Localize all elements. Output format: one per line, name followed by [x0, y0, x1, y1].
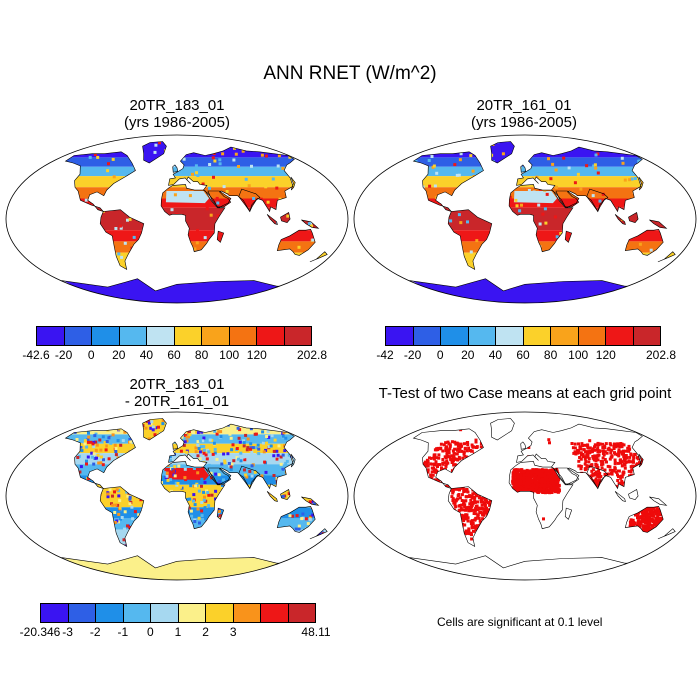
- colorbar-tick-label: 120: [595, 348, 616, 362]
- colorbar-tick-label: 0: [436, 348, 444, 362]
- colorbar-swatch: [68, 604, 96, 622]
- colorbar-tick-label: 120: [246, 348, 267, 362]
- colorbar-tick-label: 0: [147, 625, 154, 639]
- colorbar-tick-label: 0: [87, 348, 95, 362]
- colorbar-tick-label: 40: [488, 348, 503, 362]
- colorbar-tick-label: 48.11: [301, 625, 331, 639]
- colorbar-swatch: [174, 327, 202, 345]
- panel-title-bottom-left-line1: 20TR_183_01: [129, 376, 225, 393]
- colorbar-tick-label: 3: [229, 625, 237, 639]
- colorbar-tick-label: 80: [543, 348, 558, 362]
- colorbar-tick-label: 40: [139, 348, 154, 362]
- colorbar-tick-label: -42.6: [22, 348, 50, 362]
- colorbar-swatch: [41, 604, 69, 622]
- colorbar-tick-label: 60: [167, 348, 181, 362]
- significance-note: Cells are significant at 0.1 level: [437, 615, 603, 629]
- colorbar-tick-label: 20: [112, 348, 126, 362]
- panel-title-top-right: 20TR_161_01 (yrs 1986-2005): [424, 97, 624, 131]
- colorbar-swatch: [386, 327, 414, 345]
- panel-title-top-right-line1: 20TR_161_01: [476, 97, 572, 114]
- panel-title-bottom-left-line2: - 20TR_161_01: [124, 393, 230, 410]
- map-bottom-right: [353, 411, 697, 581]
- colorbar-tick-label: 202.8: [296, 348, 328, 362]
- colorbar-swatch: [119, 327, 147, 345]
- panel-title-bottom-right: T-Test of two Case means at each grid po…: [378, 385, 672, 402]
- colorbar-swatch: [496, 327, 524, 345]
- colorbar-swatch: [229, 327, 257, 345]
- colorbar-swatch: [151, 604, 179, 622]
- colorbar-tick-label: 100: [219, 348, 240, 362]
- colorbar-swatch: [523, 327, 551, 345]
- map-top-left: [5, 134, 349, 304]
- colorbar-swatch: [468, 327, 496, 345]
- colorbar-top-left: [36, 326, 312, 346]
- panel-title-top-left-line2: (yrs 1986-2005): [124, 114, 230, 131]
- colorbar-swatch: [147, 327, 175, 345]
- colorbar-swatch: [202, 327, 230, 345]
- colorbar-tick-label: -20.346: [19, 625, 61, 639]
- colorbar-top-right: [385, 326, 661, 346]
- colorbar-swatch: [233, 604, 261, 622]
- colorbar-tick-label: 20: [461, 348, 475, 362]
- colorbar-bottom-left: [40, 603, 316, 623]
- colorbar-swatch: [261, 604, 289, 622]
- colorbar-swatch: [92, 327, 120, 345]
- panel-title-top-left-line1: 20TR_183_01: [129, 97, 225, 114]
- colorbar-swatch: [206, 604, 234, 622]
- colorbar-swatch: [578, 327, 606, 345]
- panel-title-top-left: 20TR_183_01 (yrs 1986-2005): [77, 97, 277, 131]
- colorbar-tick-label: -20: [403, 348, 422, 362]
- colorbar-swatch: [633, 327, 660, 345]
- colorbar-swatch: [37, 327, 65, 345]
- colorbar-swatch: [413, 327, 441, 345]
- colorbar-tick-label: -42: [376, 348, 394, 362]
- colorbar-tick-label: 2: [202, 625, 209, 639]
- colorbar-swatch: [257, 327, 285, 345]
- map-bottom-left: [5, 411, 349, 581]
- colorbar-swatch: [64, 327, 92, 345]
- colorbar-tick-label: 100: [568, 348, 589, 362]
- colorbar-tick-label: -2: [89, 625, 101, 639]
- colorbar-tick-label: 202.8: [645, 348, 677, 362]
- colorbar-tick-label: -1: [117, 625, 129, 639]
- panel-title-bottom-left: 20TR_183_01 - 20TR_161_01: [77, 376, 277, 410]
- colorbar-swatch: [123, 604, 151, 622]
- colorbar-tick-label: 80: [194, 348, 209, 362]
- colorbar-swatch: [288, 604, 315, 622]
- colorbar-swatch: [551, 327, 579, 345]
- colorbar-swatch: [606, 327, 634, 345]
- colorbar-swatch: [441, 327, 469, 345]
- figure-title: ANN RNET (W/m^2): [263, 63, 437, 84]
- colorbar-tick-label: 60: [516, 348, 530, 362]
- colorbar-swatch: [284, 327, 311, 345]
- colorbar-tick-label: -3: [62, 625, 73, 639]
- map-top-right: [353, 134, 697, 304]
- colorbar-swatch: [96, 604, 124, 622]
- panel-title-top-right-line2: (yrs 1986-2005): [471, 114, 577, 131]
- colorbar-swatch: [178, 604, 206, 622]
- colorbar-tick-label: 1: [174, 625, 182, 639]
- colorbar-tick-label: -20: [54, 348, 73, 362]
